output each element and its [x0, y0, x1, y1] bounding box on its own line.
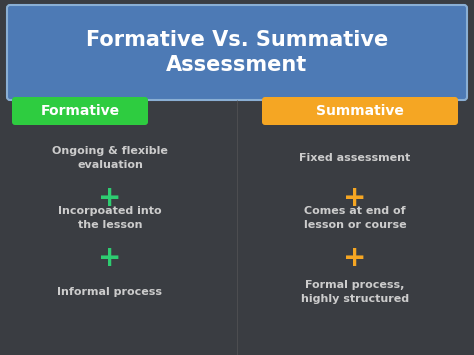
Text: +: + [343, 244, 367, 272]
Text: Formal process,
highly structured: Formal process, highly structured [301, 280, 409, 304]
Text: Incorpoated into
the lesson: Incorpoated into the lesson [58, 206, 162, 230]
FancyBboxPatch shape [262, 97, 458, 125]
Text: Comes at end of
lesson or course: Comes at end of lesson or course [304, 206, 406, 230]
Text: Formative Vs. Summative
Assessment: Formative Vs. Summative Assessment [86, 30, 388, 75]
Text: Summative: Summative [316, 104, 404, 118]
Text: +: + [98, 184, 122, 212]
Text: Ongoing & flexible
evaluation: Ongoing & flexible evaluation [52, 146, 168, 170]
Text: Informal process: Informal process [57, 287, 163, 297]
Text: +: + [98, 244, 122, 272]
Text: Fixed assessment: Fixed assessment [300, 153, 410, 163]
Text: +: + [343, 184, 367, 212]
FancyBboxPatch shape [7, 5, 467, 100]
Text: Formative: Formative [40, 104, 119, 118]
FancyBboxPatch shape [12, 97, 148, 125]
